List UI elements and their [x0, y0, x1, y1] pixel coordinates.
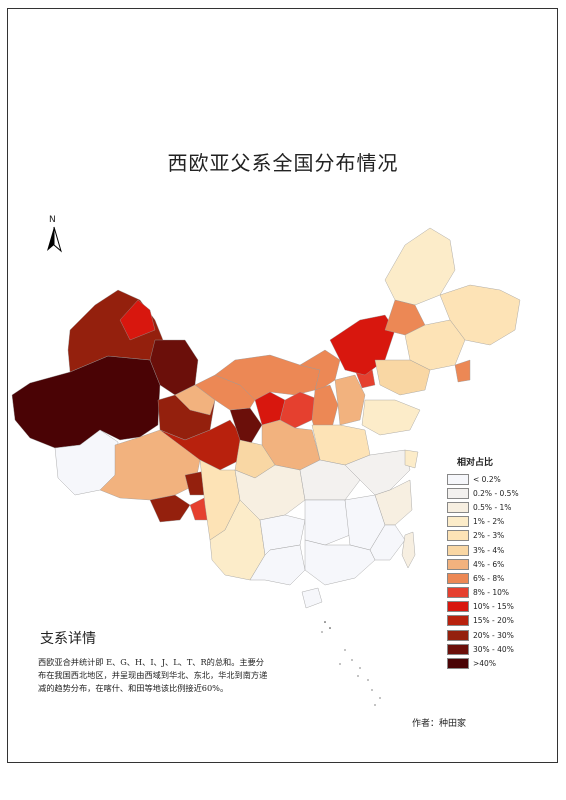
map-frame [7, 8, 558, 763]
legend-swatch [447, 643, 469, 655]
legend-label: 20% - 30% [473, 630, 514, 640]
legend-label: 1% - 2% [473, 517, 505, 527]
legend-swatch [447, 629, 469, 641]
region-xinjiang-kashgar [11, 355, 161, 449]
legend-item: 0.5% - 1% [447, 500, 557, 514]
legend-swatch [447, 544, 469, 556]
legend-item: 20% - 30% [447, 628, 557, 642]
legend-label: 0.5% - 1% [473, 502, 512, 512]
legend-item: 8% - 10% [447, 586, 557, 600]
south-china-sea-islands [321, 621, 381, 706]
legend-label: < 0.2% [473, 474, 501, 484]
region-tibet-center [99, 429, 201, 501]
legend-label: 10% - 15% [473, 602, 514, 612]
legend: 相对占比 < 0.2% 0.2% - 0.5% 0.5% - 1% 1% - 2% 2%… [447, 455, 557, 671]
legend-item: >40% [447, 656, 557, 670]
legend-item: < 0.2% [447, 472, 557, 486]
legend-swatch [447, 516, 469, 528]
legend-label: 30% - 40% [473, 644, 514, 654]
legend-item: 1% - 2% [447, 515, 557, 529]
legend-swatch [447, 615, 469, 627]
region-tibet-shigatse [149, 494, 191, 523]
legend-swatch [447, 473, 469, 485]
legend-item: 10% - 15% [447, 600, 557, 614]
legend-item: 3% - 4% [447, 543, 557, 557]
legend-title: 相对占比 [457, 458, 494, 468]
north-label: N [49, 215, 56, 225]
legend-swatch [447, 501, 469, 513]
region-shandong [361, 399, 421, 436]
legend-label: 2% - 3% [473, 531, 505, 541]
legend-swatch [447, 587, 469, 599]
legend-swatch [447, 487, 469, 499]
author-credit: 作者：种田家 [412, 719, 467, 729]
region-inner-mongolia-central [299, 349, 341, 391]
region-guangdong [304, 539, 376, 586]
detail-text: 西欧亚合并统计即 E、G、H、I、J、L、T、R的总和。主要分布在我国西北地区，… [38, 657, 268, 693]
region-anhui-jiangsu [344, 449, 411, 496]
region-hebei [334, 374, 366, 426]
legend-label: 4% - 6% [473, 559, 505, 569]
legend-item: 2% - 3% [447, 529, 557, 543]
legend-item: 0.2% - 0.5% [447, 486, 557, 500]
legend-label: 6% - 8% [473, 573, 505, 583]
legend-label: 15% - 20% [473, 616, 514, 626]
legend-label: 0.2% - 0.5% [473, 488, 519, 498]
north-arrow-icon [47, 226, 62, 253]
legend-items: < 0.2% 0.2% - 0.5% 0.5% - 1% 1% - 2% 2% - 3%… [447, 472, 557, 671]
region-guangxi [249, 544, 306, 586]
region-liaoning-east [454, 359, 471, 383]
legend-swatch [447, 530, 469, 542]
legend-label: 3% - 4% [473, 545, 505, 555]
region-hainan [301, 587, 323, 609]
legend-swatch [447, 572, 469, 584]
region-liaoning [374, 359, 431, 396]
region-shanghai [404, 449, 419, 469]
region-xinjiang-altay [119, 299, 156, 341]
legend-item: 6% - 8% [447, 571, 557, 585]
legend-item: 4% - 6% [447, 557, 557, 571]
map-title: 西欧亚父系全国分布情况 [167, 151, 399, 175]
legend-swatch [447, 601, 469, 613]
north-arrow: N [44, 215, 64, 257]
region-taiwan [401, 531, 416, 569]
detail-heading: 支系详情 [40, 631, 96, 647]
legend-item: 30% - 40% [447, 642, 557, 656]
legend-label: >40% [473, 659, 496, 669]
legend-label: 8% - 10% [473, 588, 510, 598]
legend-swatch [447, 658, 469, 670]
region-shanxi [311, 384, 339, 431]
legend-item: 15% - 20% [447, 614, 557, 628]
legend-swatch [447, 558, 469, 570]
region-gansu-jiuquan [174, 384, 216, 416]
region-hunan [304, 499, 351, 546]
